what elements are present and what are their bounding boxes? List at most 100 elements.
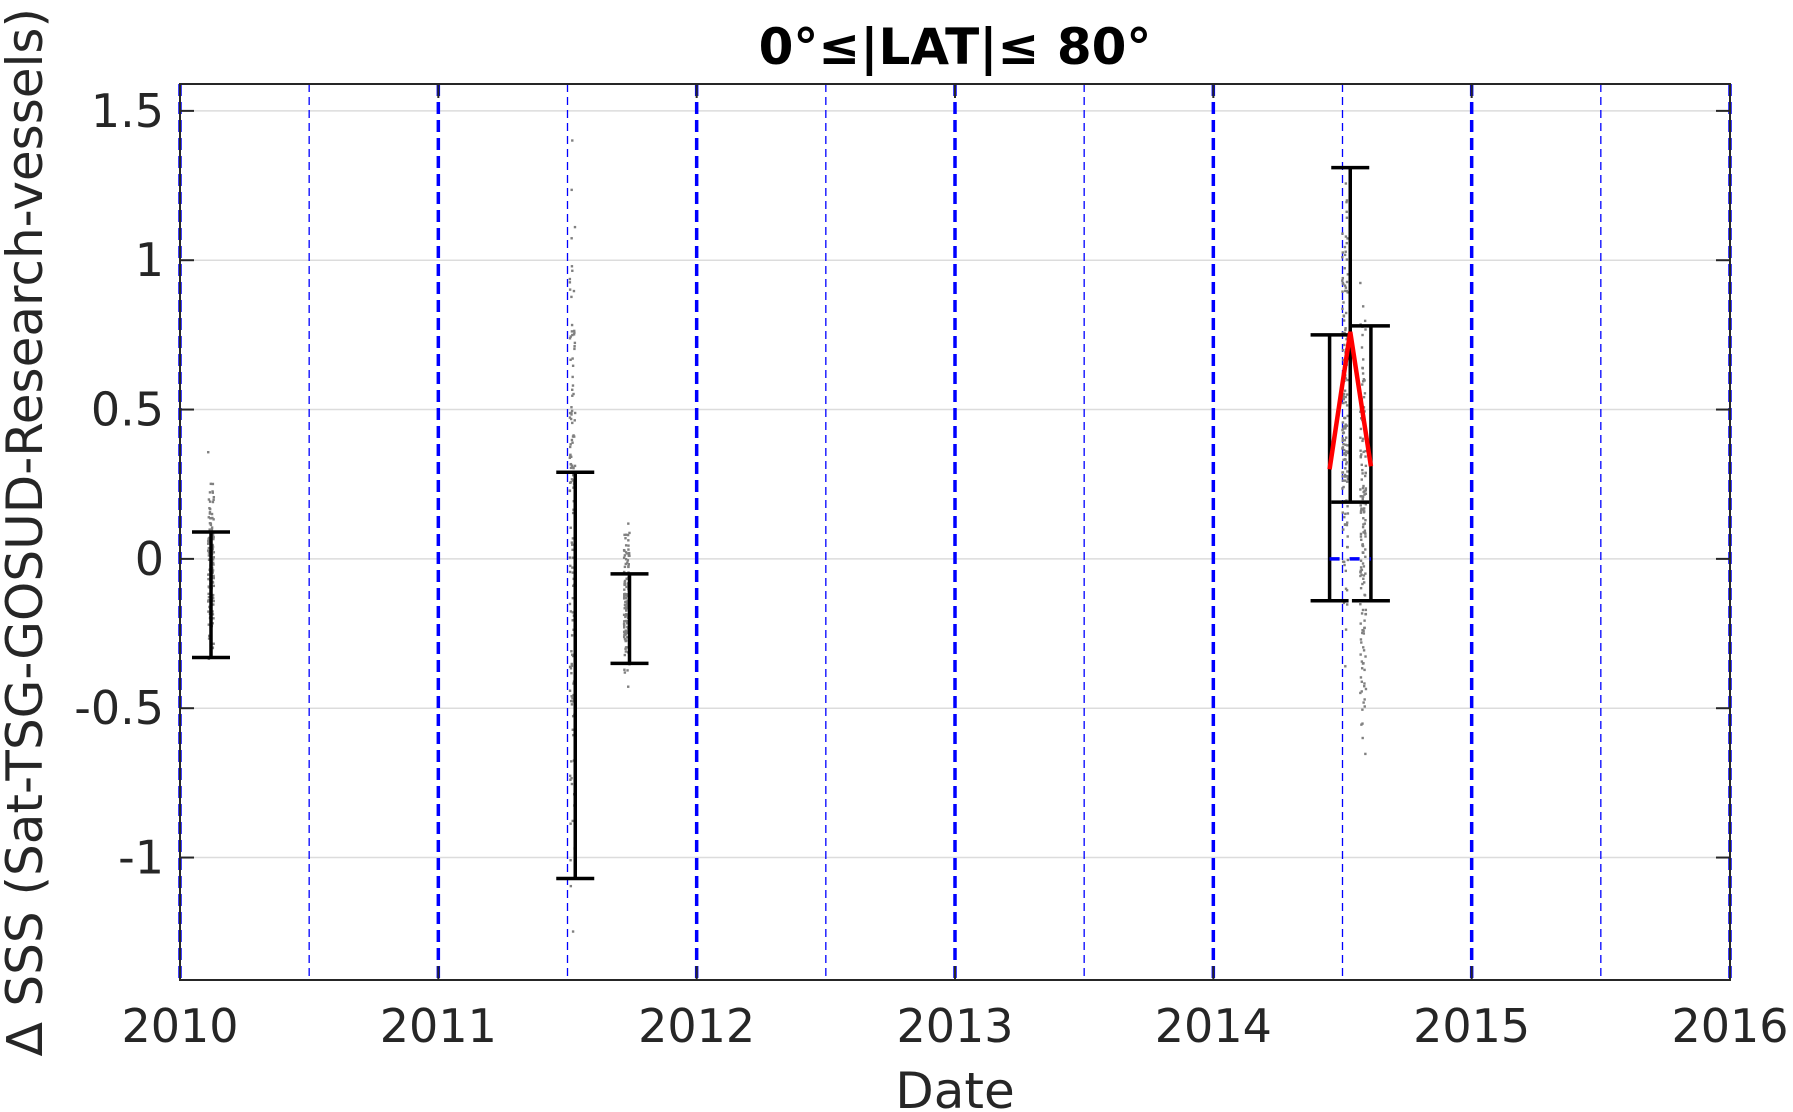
scatter-point (1346, 475, 1350, 478)
scatter-point (211, 561, 215, 564)
scatter-point (627, 565, 630, 568)
scatter-point (1359, 509, 1363, 513)
scatter-point (625, 609, 628, 612)
scatter-point (1341, 276, 1345, 280)
scatter-point (1360, 641, 1363, 644)
scatter-point (570, 330, 574, 333)
scatter-point (1360, 573, 1363, 576)
scatter-point (211, 491, 215, 494)
scatter-point (569, 822, 572, 825)
scatter-point (570, 188, 573, 192)
scatter-point (210, 512, 214, 516)
x-tick-label: 2015 (1413, 999, 1530, 1053)
scatter-point (1345, 280, 1349, 284)
y-tick-label: 0 (135, 532, 164, 586)
scatter-point (1362, 358, 1365, 361)
scatter-point (570, 406, 573, 409)
scatter-point (622, 556, 626, 559)
scatter-point (1343, 343, 1346, 347)
scatter-point (1362, 395, 1366, 399)
scatter-point (1363, 493, 1366, 496)
scatter-point (1364, 471, 1367, 475)
scatter-point (1363, 682, 1366, 685)
scatter-point (624, 562, 627, 566)
scatter-point (568, 456, 572, 460)
scatter-point (1341, 232, 1344, 235)
scatter-point (571, 473, 575, 477)
scatter-point (1344, 311, 1348, 315)
scatter-point (1346, 477, 1350, 481)
scatter-point (570, 695, 573, 698)
scatter-point (624, 594, 628, 597)
scatter-point (1341, 331, 1344, 335)
scatter-point (568, 411, 572, 415)
scatter-point (571, 511, 575, 515)
scatter-point (1360, 690, 1363, 693)
scatter-point (1362, 531, 1365, 534)
scatter-point (1341, 427, 1345, 430)
scatter-point (1359, 281, 1362, 285)
scatter-point (1345, 289, 1349, 293)
scatter-point (624, 650, 628, 653)
scatter-point (1361, 525, 1365, 529)
scatter-point (569, 443, 572, 446)
scatter-point (212, 498, 215, 501)
scatter-point (571, 556, 574, 559)
scatter-point (569, 335, 572, 338)
scatter-point (1341, 439, 1344, 442)
scatter-point (622, 630, 626, 634)
scatter-point (1342, 319, 1346, 322)
scatter-point (1341, 428, 1344, 432)
scatter-point (1363, 685, 1366, 688)
scatter-point (570, 703, 574, 706)
scatter-point (1346, 512, 1350, 515)
scatter-point (1345, 461, 1348, 464)
scatter-point (1345, 258, 1349, 261)
scatter-point (571, 714, 575, 718)
scatter-point (1361, 582, 1364, 586)
scatter-point (1360, 507, 1363, 510)
scatter-point (571, 653, 574, 656)
scatter-point (569, 463, 573, 466)
scatter-point (1345, 480, 1349, 483)
scatter-point (571, 388, 574, 391)
scatter-point (626, 602, 629, 605)
scatter-point (569, 454, 572, 457)
scatter-point (1342, 458, 1345, 462)
scatter-point (1361, 662, 1365, 665)
scatter-point (1342, 528, 1345, 531)
scatter-point (572, 479, 575, 482)
scatter-point (211, 516, 214, 520)
scatter-point (569, 526, 572, 529)
scatter-point (573, 341, 577, 345)
scatter-point (625, 603, 628, 606)
scatter-point (207, 558, 211, 561)
scatter-point (1359, 532, 1363, 536)
scatter-point (207, 546, 211, 550)
scatter-point (212, 596, 215, 600)
scatter-point (1361, 486, 1365, 490)
scatter-point (1343, 458, 1347, 461)
scatter-point (1360, 680, 1364, 683)
scatter-point (626, 594, 629, 598)
scatter-point (570, 409, 574, 413)
scatter-point (1362, 450, 1365, 454)
scatter-point (1344, 327, 1347, 330)
scatter-point (570, 777, 573, 780)
scatter-point (1362, 632, 1366, 635)
scatter-point (1359, 495, 1362, 498)
scatter-point (623, 592, 627, 596)
scatter-point (1343, 416, 1347, 420)
scatter-point (571, 596, 575, 600)
scatter-point (623, 554, 627, 557)
scatter-point (569, 466, 573, 470)
scatter-point (1341, 279, 1344, 282)
scatter-point (212, 617, 215, 620)
scatter-point (212, 576, 215, 580)
scatter-point (207, 451, 210, 454)
scatter-point (1361, 631, 1364, 635)
scatter-point (1361, 708, 1364, 711)
scatter-point (626, 561, 629, 564)
scatter-point (1360, 667, 1364, 670)
